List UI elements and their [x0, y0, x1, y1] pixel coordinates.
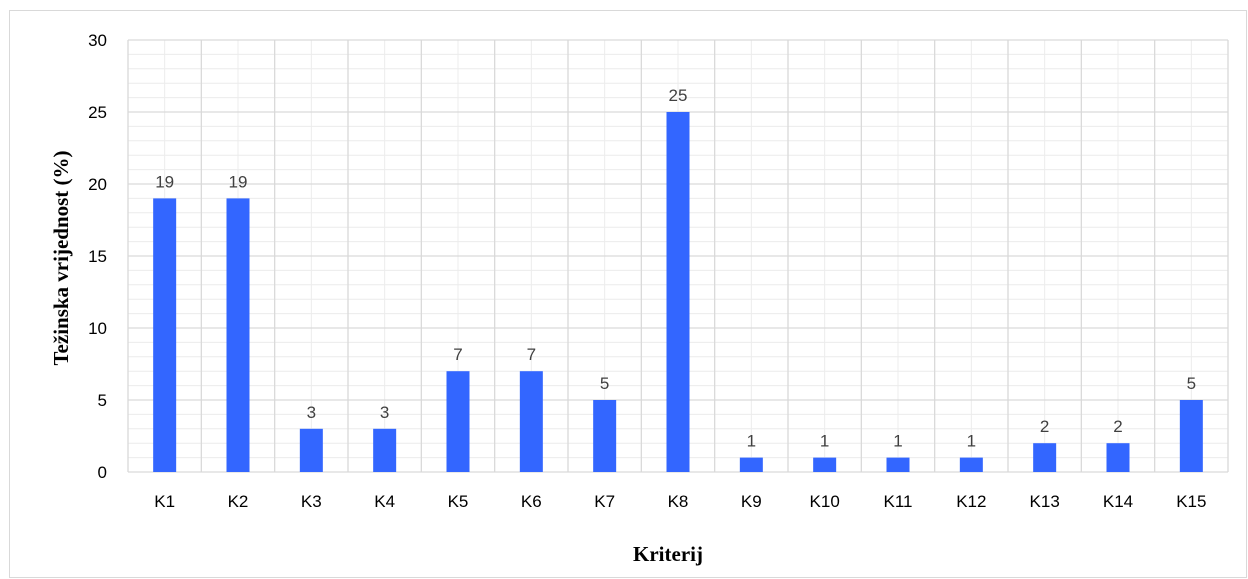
bar-series	[153, 112, 1203, 472]
x-tick-label: K6	[521, 492, 542, 511]
x-tick-label: K3	[301, 492, 322, 511]
bar-k11	[886, 457, 910, 472]
x-tick-label: K1	[154, 492, 175, 511]
x-tick-label: K9	[741, 492, 762, 511]
chart-area	[9, 10, 1247, 578]
bar-k5	[446, 371, 470, 472]
y-axis-tick-labels: 0 5 10 15 20 25 30	[88, 31, 107, 482]
y-tick-label: 5	[98, 391, 107, 410]
x-tick-label: K14	[1103, 492, 1133, 511]
bar-k4	[373, 428, 397, 472]
bar-k2	[226, 198, 250, 472]
y-tick-label: 10	[88, 319, 107, 338]
bar-k14	[1106, 443, 1130, 472]
data-label-k14: 2	[1113, 417, 1122, 436]
y-tick-label: 25	[88, 103, 107, 122]
x-tick-label: K15	[1176, 492, 1206, 511]
data-label-k12: 1	[967, 432, 976, 451]
y-tick-label: 30	[88, 31, 107, 50]
x-tick-label: K10	[810, 492, 840, 511]
data-label-k1: 19	[155, 172, 174, 191]
data-label-k6: 7	[527, 345, 536, 364]
x-tick-label: K11	[884, 492, 913, 511]
data-label-k2: 19	[229, 172, 248, 191]
data-label-k9: 1	[747, 432, 756, 451]
data-label-k4: 3	[380, 403, 389, 422]
bar-k10	[813, 457, 837, 472]
y-tick-label: 20	[88, 175, 107, 194]
bar-k1	[153, 198, 177, 472]
data-label-k3: 3	[307, 403, 316, 422]
x-tick-label: K2	[228, 492, 249, 511]
x-axis-title: Kriterij	[633, 542, 703, 566]
bar-k7	[593, 400, 617, 472]
x-axis-tick-labels: K1 K2 K3 K4 K5 K6 K7 K8 K9 K10 K11 K12 K13 K14 K15	[154, 492, 1206, 511]
x-tick-label: K12	[956, 492, 986, 511]
data-label-k10: 1	[820, 432, 829, 451]
x-tick-label: K5	[448, 492, 469, 511]
x-tick-label: K13	[1030, 492, 1060, 511]
bar-k15	[1179, 400, 1203, 472]
x-tick-label: K8	[668, 492, 689, 511]
data-label-k13: 2	[1040, 417, 1049, 436]
data-label-k8: 25	[669, 86, 688, 105]
data-label-k15: 5	[1187, 374, 1196, 393]
data-label-k5: 7	[453, 345, 462, 364]
bar-k12	[959, 457, 983, 472]
data-label-k11: 1	[893, 432, 902, 451]
x-tick-label: K7	[594, 492, 615, 511]
bar-k8	[666, 112, 690, 472]
bar-k3	[299, 428, 323, 472]
y-tick-label: 0	[98, 463, 107, 482]
bar-k6	[519, 371, 543, 472]
bar-k9	[739, 457, 763, 472]
y-axis-title: Težinska vrijednost (%)	[49, 150, 73, 365]
x-tick-label: K4	[374, 492, 395, 511]
bar-k13	[1033, 443, 1057, 472]
y-tick-label: 15	[88, 247, 107, 266]
data-label-k7: 5	[600, 374, 609, 393]
